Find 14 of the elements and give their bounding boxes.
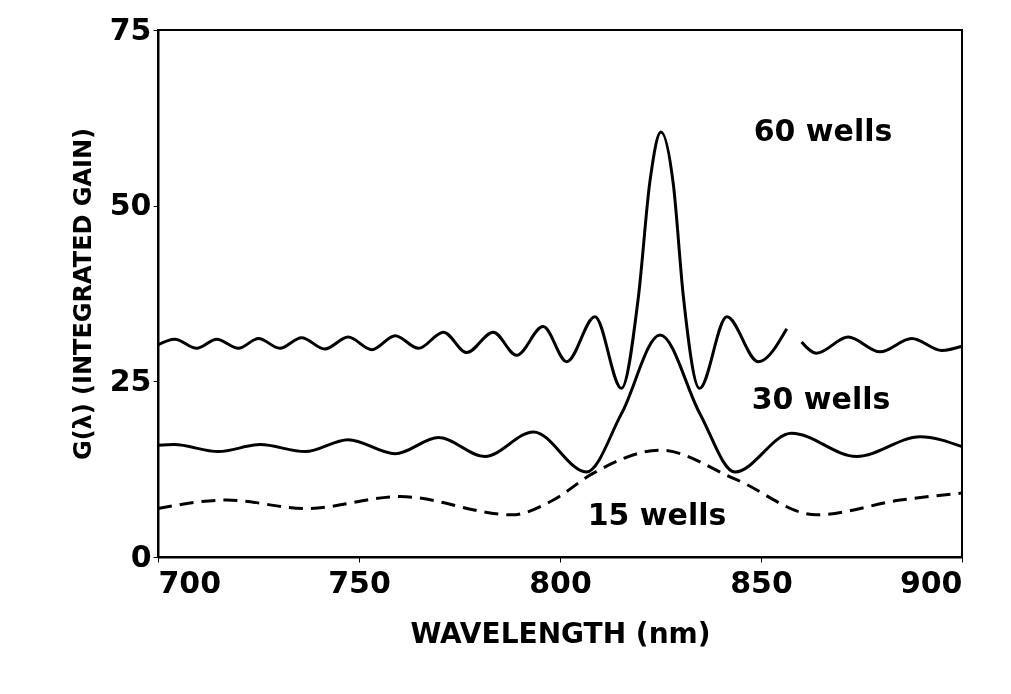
y-tick-label: 0 [130,538,152,574]
x-tick-label: 750 [328,564,391,600]
series-label: 15 wells [587,497,727,532]
x-tick-label: 850 [730,564,793,600]
y-tick-label: 75 [109,11,152,47]
x-tick-label: 700 [158,564,222,600]
text: 60 wells [753,113,893,148]
y-axis-title: G(λ) (INTEGRATED GAIN) [68,127,97,461]
y-tick-label: 25 [109,362,152,398]
x-tick-label: 800 [529,564,592,600]
x-axis-title: WAVELENGTH (nm) [410,616,711,650]
y-tick-label: 50 [109,187,152,223]
series-label: 30 wells [751,381,891,416]
x-tick-label: 900 [899,564,963,600]
